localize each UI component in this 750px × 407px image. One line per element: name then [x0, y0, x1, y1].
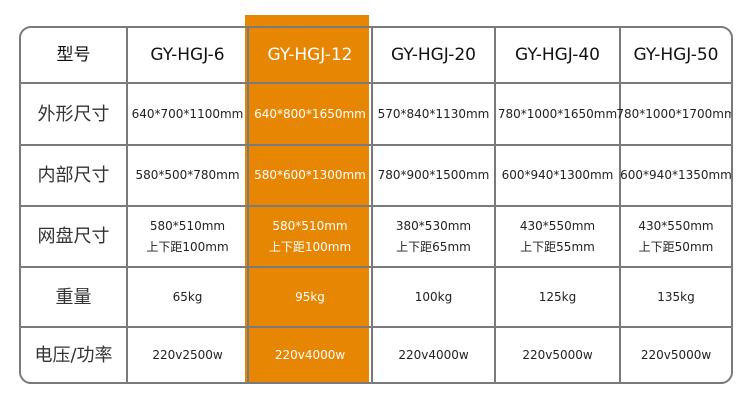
table-cell: 580*510mm 上下距100mm — [126, 207, 247, 266]
cell-text: GY-HGJ-40 — [515, 44, 600, 65]
cell-text: 780*1000*1700mm — [616, 106, 733, 121]
cell-text: 125kg — [538, 289, 577, 304]
table-cell: 600*940*1350mm — [619, 146, 731, 205]
table-cell: 570*840*1130mm — [371, 84, 494, 144]
table-row: 内部尺寸 580*500*780mm 580*600*1300mm 780*900*1… — [21, 144, 731, 205]
table-cell: GY-HGJ-6 — [126, 28, 247, 82]
cell-text: 600*940*1350mm — [620, 168, 732, 182]
table-cell: 580*500*780mm — [126, 146, 247, 205]
cell-text: 135kg — [657, 289, 695, 304]
cell-text: 430*550mm — [638, 218, 714, 233]
row-label: 型号 — [21, 28, 126, 82]
table-cell: 220v5000w — [494, 328, 619, 382]
cell-text: 780*1000*1650mm — [497, 106, 618, 121]
cell-text: 570*840*1130mm — [377, 106, 490, 121]
cell-text: GY-HGJ-6 — [150, 44, 225, 65]
row-label: 网盘尺寸 — [21, 207, 126, 266]
table-cell: 125kg — [494, 268, 619, 326]
table-row: 外形尺寸 640*700*1100mm 640*800*1650mm 570*840*… — [21, 82, 731, 144]
table-cell: GY-HGJ-12 — [247, 28, 371, 82]
cell-text: 580*500*780mm — [135, 168, 240, 182]
table-cell: 640*700*1100mm — [126, 84, 247, 144]
cell-text: GY-HGJ-20 — [391, 44, 476, 65]
table-cell: 220v2500w — [126, 328, 247, 382]
table-cell: 380*530mm 上下距65mm — [371, 207, 494, 266]
cell-text: 上下距50mm — [638, 239, 714, 254]
table-cell: 780*900*1500mm — [371, 146, 494, 205]
table-cell: 780*1000*1700mm — [616, 84, 733, 144]
table-cell: 220v4000w — [371, 328, 494, 382]
cell-text: 220v4000w — [274, 347, 346, 362]
cell-text: GY-HGJ-50 — [633, 44, 719, 65]
cell-text: 430*550mm — [519, 218, 596, 233]
cell-text: 上下距100mm — [146, 239, 229, 254]
cell-text: 580*600*1300mm — [254, 168, 366, 182]
table-row: 电压/功率 220v2500w 220v4000w 220v4000w 220v5000… — [21, 326, 731, 382]
row-label: 电压/功率 — [21, 328, 126, 382]
highlighted-column — [245, 15, 369, 382]
table-cell: GY-HGJ-40 — [494, 28, 619, 82]
spec-table: 型号 GY-HGJ-6 GY-HGJ-12 GY-HGJ-20 GY-HGJ-40 GY-… — [19, 26, 733, 384]
cell-text: 580*510mm — [149, 218, 226, 233]
table-cell: 430*550mm 上下距50mm — [619, 207, 731, 266]
cell-text: 内部尺寸 — [37, 165, 110, 186]
cell-text: 220v5000w — [640, 347, 712, 362]
cell-text: 220v4000w — [398, 347, 469, 362]
table-cell: GY-HGJ-50 — [619, 28, 731, 82]
cell-text: 580*510mm — [272, 218, 348, 233]
table-cell: 220v4000w — [247, 328, 371, 382]
cell-text: 网盘尺寸 — [37, 226, 110, 247]
cell-text: 380*530mm — [395, 218, 472, 233]
cell-text: 重量 — [55, 286, 92, 308]
cell-text: 220v2500w — [152, 347, 223, 362]
table-row: 网盘尺寸 580*510mm 上下距100mm 580*510mm 上下距100mm 38… — [21, 205, 731, 266]
table-cell: 580*510mm 上下距100mm — [247, 207, 371, 266]
cell-text: GY-HGJ-12 — [267, 44, 353, 65]
table-cell: 600*940*1300mm — [494, 146, 619, 205]
cell-text: 65kg — [172, 289, 203, 304]
table-cell: 65kg — [126, 268, 247, 326]
cell-text: 外形尺寸 — [37, 103, 110, 125]
row-label: 内部尺寸 — [21, 146, 126, 205]
table-cell: GY-HGJ-20 — [371, 28, 494, 82]
table-cell: 780*1000*1650mm — [494, 84, 619, 144]
table-cell: 220v5000w — [619, 328, 731, 382]
row-label: 重量 — [21, 268, 126, 326]
table-cell: 100kg — [371, 268, 494, 326]
cell-text: 220v5000w — [522, 347, 593, 362]
table-cell: 135kg — [619, 268, 731, 326]
header-row: 型号 GY-HGJ-6 GY-HGJ-12 GY-HGJ-20 GY-HGJ-40 GY-… — [21, 28, 731, 82]
cell-text: 640*800*1650mm — [254, 106, 366, 121]
cell-text: 型号 — [56, 44, 91, 65]
cell-text: 640*700*1100mm — [131, 106, 244, 121]
cell-text: 780*900*1500mm — [377, 168, 490, 182]
cell-text: 100kg — [414, 289, 453, 304]
table-cell: 430*550mm 上下距55mm — [494, 207, 619, 266]
table-row: 重量 65kg 95kg 100kg 125kg 135kg — [21, 266, 731, 326]
cell-text: 600*940*1300mm — [501, 168, 614, 182]
table-cell: 580*600*1300mm — [247, 146, 371, 205]
cell-text: 上下距100mm — [268, 239, 352, 254]
row-label: 外形尺寸 — [21, 84, 126, 144]
cell-text: 电压/功率 — [34, 344, 113, 366]
table-cell: 640*800*1650mm — [247, 84, 371, 144]
cell-text: 上下距55mm — [520, 239, 595, 254]
table-cell: 95kg — [247, 268, 371, 326]
cell-text: 上下距65mm — [396, 239, 471, 254]
cell-text: 95kg — [295, 289, 325, 304]
